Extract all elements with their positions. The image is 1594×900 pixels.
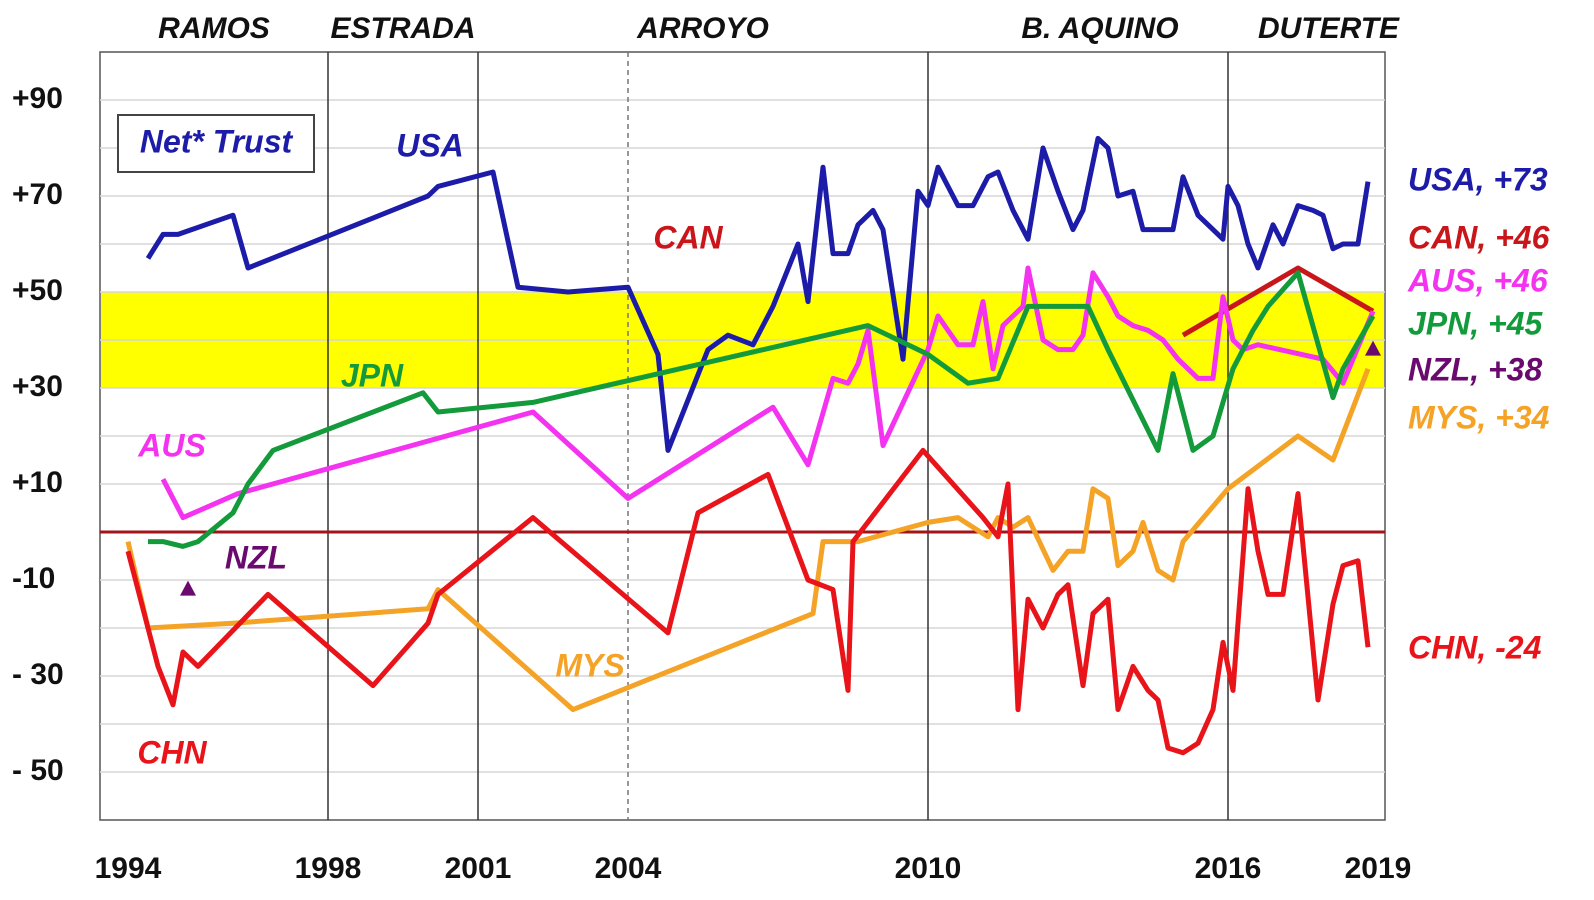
x-tick-label: 2004 — [595, 852, 662, 885]
series-name-label: JPN — [341, 357, 404, 393]
series-end-label: CHN, -24 — [1408, 629, 1542, 665]
series-end-label: JPN, +45 — [1408, 305, 1544, 341]
x-tick-label: 2019 — [1345, 852, 1412, 885]
series-line — [145, 135, 1371, 453]
series-end-label: MYS, +34 — [1408, 399, 1550, 435]
series-line — [125, 367, 1371, 713]
series-line — [125, 447, 1371, 756]
series-end-label: CAN, +46 — [1408, 219, 1550, 255]
administration-label: ESTRADA — [330, 12, 475, 45]
y-tick-label: - 50 — [12, 754, 64, 787]
administration-label: B. AQUINO — [1021, 12, 1178, 45]
x-tick-label: 2001 — [445, 852, 512, 885]
y-tick-label: -10 — [12, 562, 55, 595]
series-name-label: MYS — [555, 647, 625, 683]
y-tick-label: +50 — [12, 274, 63, 307]
y-tick-label: +10 — [12, 466, 63, 499]
series-name-label: USA — [396, 127, 464, 163]
x-tick-label: 2016 — [1195, 852, 1262, 885]
x-tick-label: 1998 — [295, 852, 362, 885]
series-line — [148, 270, 1376, 549]
y-tick-label: - 30 — [12, 658, 64, 691]
series-name-label: AUS — [137, 427, 206, 463]
x-tick-label: 2010 — [895, 852, 962, 885]
annotation: Net* Trust — [140, 123, 294, 159]
y-tick-label: +90 — [12, 82, 63, 115]
administration-label: DUTERTE — [1258, 12, 1400, 45]
series-name-label: CHN — [137, 734, 207, 770]
y-tick-label: +70 — [12, 178, 63, 211]
y-tick-label: +30 — [12, 370, 63, 403]
series-end-label: USA, +73 — [1408, 161, 1548, 197]
series-line — [160, 265, 1376, 521]
annotation-box — [117, 114, 315, 173]
series-marker — [180, 580, 196, 596]
series-name-label: NZL — [225, 539, 287, 575]
series-name-label: CAN — [653, 219, 723, 255]
series-end-label: AUS, +46 — [1407, 262, 1548, 298]
x-tick-label: 1994 — [95, 852, 162, 885]
administration-label: ARROYO — [636, 12, 769, 45]
administration-label: RAMOS — [158, 12, 270, 45]
series-marker — [1365, 340, 1381, 356]
series-end-label: NZL, +38 — [1408, 351, 1542, 387]
